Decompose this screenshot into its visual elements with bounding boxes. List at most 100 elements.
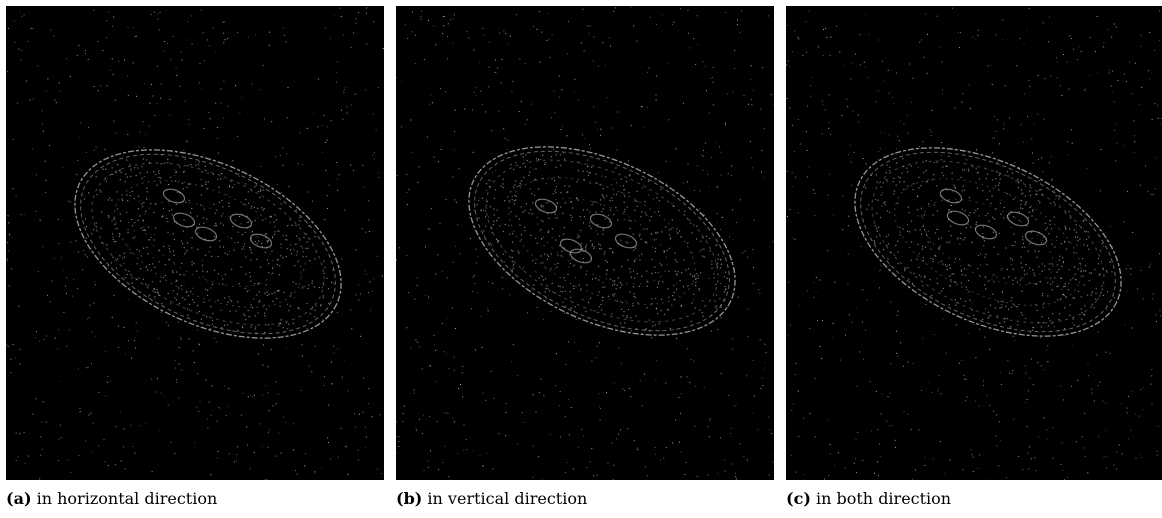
edge-texture xyxy=(1083,244,1084,245)
edge-texture xyxy=(894,153,895,154)
edge-texture xyxy=(1077,237,1078,238)
edge-texture xyxy=(108,215,109,216)
edge-texture xyxy=(619,348,620,349)
edge-texture xyxy=(488,217,489,218)
edge-texture xyxy=(229,186,230,187)
edge-texture xyxy=(962,169,963,170)
edge-texture xyxy=(620,429,621,430)
edge-texture xyxy=(621,266,622,267)
edge-texture xyxy=(857,386,858,387)
edge-texture xyxy=(1143,387,1144,388)
edge-texture xyxy=(1130,274,1131,275)
edge-texture xyxy=(356,23,357,24)
edge-texture xyxy=(1143,299,1144,300)
edge-texture xyxy=(276,382,277,383)
edge-texture xyxy=(1005,306,1006,307)
edge-texture xyxy=(302,164,303,165)
edge-texture xyxy=(1052,323,1053,324)
edge-texture xyxy=(1106,352,1107,353)
edge-texture xyxy=(8,250,9,251)
edge-texture xyxy=(604,198,605,199)
edge-texture xyxy=(19,433,20,434)
edge-texture xyxy=(1082,436,1083,437)
edge-texture xyxy=(325,142,326,143)
edge-texture xyxy=(628,260,629,261)
edge-texture xyxy=(532,213,533,214)
edge-texture xyxy=(639,234,640,235)
edge-texture xyxy=(1052,289,1053,290)
edge-texture xyxy=(1100,292,1101,293)
edge-texture xyxy=(368,292,369,293)
edge-texture xyxy=(205,166,206,167)
edge-texture xyxy=(178,287,179,288)
edge-texture xyxy=(462,372,463,373)
edge-texture xyxy=(1043,307,1044,308)
edge-texture xyxy=(653,198,654,199)
edge-texture xyxy=(168,184,169,185)
edge-texture xyxy=(1137,289,1138,290)
edge-texture xyxy=(641,239,642,240)
edge-texture xyxy=(1028,468,1029,469)
edge-texture xyxy=(602,287,603,288)
edge-texture xyxy=(629,268,630,269)
edge-texture xyxy=(725,471,726,472)
edge-texture xyxy=(753,267,754,268)
edge-texture xyxy=(736,479,737,480)
edge-texture xyxy=(852,111,853,112)
edge-texture xyxy=(1122,454,1123,455)
edge-texture xyxy=(1008,175,1009,176)
edge-texture xyxy=(223,81,224,82)
edge-texture xyxy=(365,427,366,428)
edge-texture xyxy=(435,44,436,45)
edge-texture xyxy=(627,242,628,243)
edge-texture xyxy=(1023,243,1024,244)
edge-texture xyxy=(242,204,243,205)
edge-texture xyxy=(1087,472,1088,473)
edge-texture xyxy=(1148,70,1149,71)
edge-texture xyxy=(47,78,48,79)
edge-texture xyxy=(159,250,160,251)
edge-texture xyxy=(1017,306,1018,307)
edge-texture xyxy=(634,260,635,261)
edge-texture xyxy=(587,159,588,160)
edge-texture xyxy=(1041,189,1042,190)
edge-texture xyxy=(825,109,1150,374)
edge-texture xyxy=(336,82,337,83)
edge-texture xyxy=(601,176,602,177)
edge-texture xyxy=(358,450,359,451)
edge-texture xyxy=(696,273,697,274)
edge-texture xyxy=(13,344,14,345)
edge-texture xyxy=(1102,401,1103,402)
edge-texture xyxy=(1028,251,1029,252)
edge-texture xyxy=(281,247,282,248)
edge-texture xyxy=(28,41,29,42)
edge-texture xyxy=(568,266,569,267)
edge-texture xyxy=(633,271,634,272)
edge-texture xyxy=(336,72,337,73)
edge-texture xyxy=(647,307,648,308)
edge-texture xyxy=(604,253,605,254)
edge-texture xyxy=(789,209,790,210)
edge-texture xyxy=(287,304,288,305)
edge-texture xyxy=(269,294,270,295)
edge-texture xyxy=(212,385,213,386)
edge-ring xyxy=(825,109,1150,374)
edge-texture xyxy=(73,279,74,280)
edge-texture xyxy=(321,468,322,469)
edge-texture xyxy=(265,233,266,234)
edge-texture xyxy=(302,355,303,356)
edge-texture xyxy=(584,216,585,217)
edge-texture xyxy=(918,187,919,188)
edge-texture xyxy=(589,226,590,227)
edge-texture xyxy=(519,185,520,186)
edge-texture xyxy=(713,67,714,68)
edge-texture xyxy=(96,226,97,227)
edge-texture xyxy=(1061,266,1062,267)
edge-texture xyxy=(577,162,578,163)
edge-texture xyxy=(1119,445,1120,446)
edge-texture xyxy=(1043,369,1044,370)
edge-texture xyxy=(1141,457,1142,458)
edge-texture xyxy=(943,175,944,176)
edge-texture xyxy=(406,255,407,256)
edge-texture xyxy=(306,320,307,321)
